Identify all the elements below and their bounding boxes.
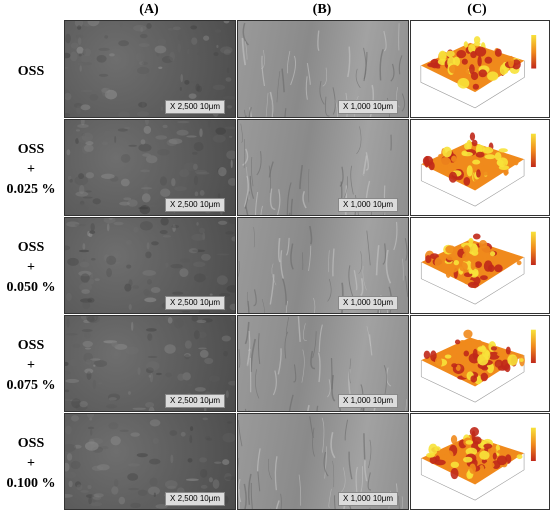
row-label-oss: OSS bbox=[17, 64, 45, 79]
afm-3d-image-oss-0050 bbox=[410, 217, 550, 314]
sem-image-a-oss-0100: X 2,500 10μm bbox=[64, 413, 236, 510]
sem-image-b-oss-0075: X 1,000 10μm bbox=[237, 315, 409, 412]
color-scale-bar bbox=[530, 231, 536, 266]
scale-bar: X 1,000 10μm bbox=[338, 198, 398, 212]
row-label-oss-0050: OSS + 0.050 % bbox=[6, 240, 56, 295]
row-label-oss-0025: OSS + 0.025 % bbox=[6, 142, 56, 197]
scale-bar: X 2,500 10μm bbox=[165, 296, 225, 310]
scale-bar: X 2,500 10μm bbox=[165, 100, 225, 114]
column-header-c: (C) bbox=[467, 2, 487, 17]
sem-image-b-oss: X 1,000 10μm bbox=[237, 20, 409, 118]
scale-bar: X 2,500 10μm bbox=[165, 198, 225, 212]
color-scale-bar bbox=[531, 34, 537, 69]
sem-image-b-oss-0050: X 1,000 10μm bbox=[237, 217, 409, 314]
afm-3d-image-oss bbox=[410, 20, 550, 118]
scale-bar: X 1,000 10μm bbox=[338, 296, 398, 310]
sem-image-a-oss: X 2,500 10μm bbox=[64, 20, 236, 118]
color-scale-bar bbox=[530, 133, 536, 168]
afm-3d-image-oss-0025 bbox=[410, 119, 550, 216]
sem-image-a-oss-0075: X 2,500 10μm bbox=[64, 315, 236, 412]
color-scale-bar bbox=[530, 329, 536, 364]
scale-bar: X 1,000 10μm bbox=[338, 394, 398, 408]
column-header-a: (A) bbox=[139, 2, 159, 17]
sem-image-b-oss-0100: X 1,000 10μm bbox=[237, 413, 409, 510]
color-scale-bar bbox=[530, 427, 536, 462]
scale-bar: X 2,500 10μm bbox=[165, 492, 225, 506]
column-header-b: (B) bbox=[312, 2, 332, 17]
sem-image-a-oss-0050: X 2,500 10μm bbox=[64, 217, 236, 314]
row-label-oss-0075: OSS + 0.075 % bbox=[6, 338, 56, 393]
scale-bar: X 1,000 10μm bbox=[338, 492, 398, 506]
scale-bar: X 2,500 10μm bbox=[165, 394, 225, 408]
sem-image-a-oss-0025: X 2,500 10μm bbox=[64, 119, 236, 216]
afm-3d-image-oss-0075 bbox=[410, 315, 550, 412]
row-label-oss-0100: OSS + 0.100 % bbox=[6, 436, 56, 491]
afm-3d-image-oss-0100 bbox=[410, 413, 550, 510]
sem-image-b-oss-0025: X 1,000 10μm bbox=[237, 119, 409, 216]
scale-bar: X 1,000 10μm bbox=[338, 100, 398, 114]
